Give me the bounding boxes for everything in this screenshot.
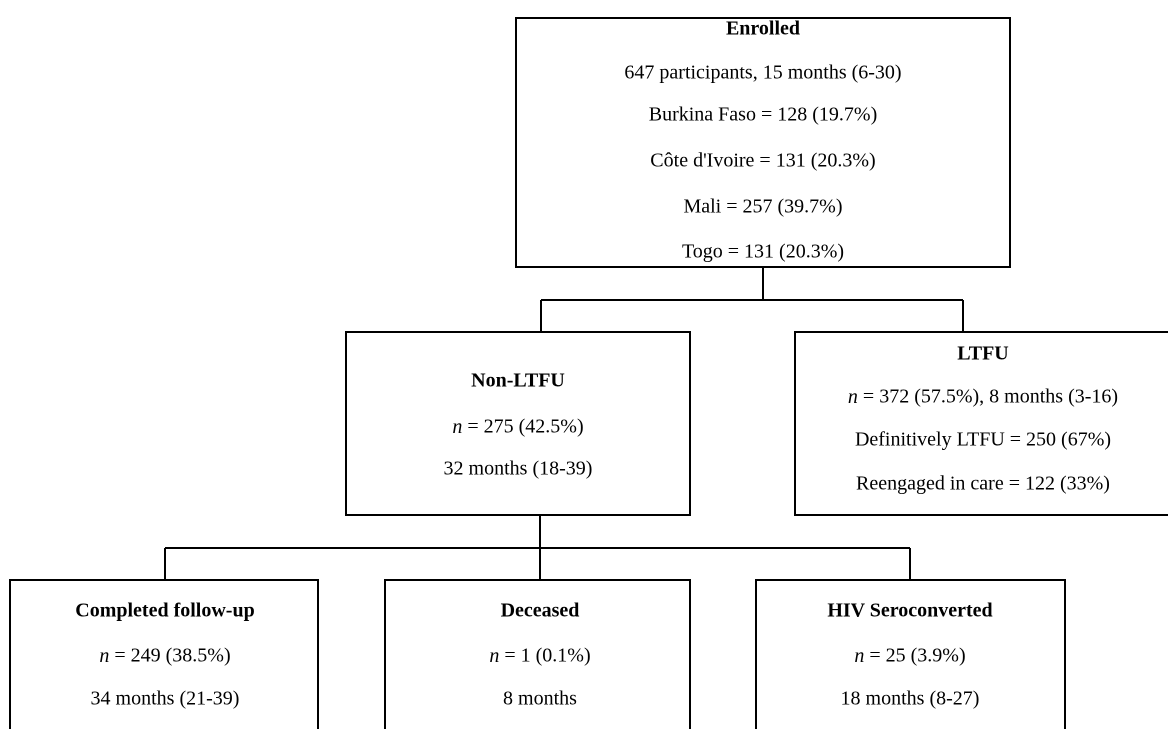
node-line: n = 372 (57.5%), 8 months (3-16) — [848, 386, 1118, 408]
node-title: Completed follow-up — [75, 600, 254, 622]
node-line: n = 249 (38.5%) — [99, 645, 230, 667]
node-line: n = 25 (3.9%) — [854, 645, 965, 667]
node-line: Mali = 257 (39.7%) — [683, 196, 842, 218]
node-line: Côte d'Ivoire = 131 (20.3%) — [650, 150, 875, 172]
node-line: n = 1 (0.1%) — [489, 645, 590, 667]
node-line: Reengaged in care = 122 (33%) — [856, 473, 1110, 495]
node-line: 18 months (8-27) — [841, 688, 980, 710]
node-title: HIV Seroconverted — [827, 600, 992, 622]
node-line: n = 275 (42.5%) — [452, 416, 583, 438]
node-line: Burkina Faso = 128 (19.7%) — [649, 104, 877, 126]
box-ltfu — [794, 331, 1168, 516]
node-line: 34 months (21-39) — [91, 688, 240, 710]
node-title: Enrolled — [726, 18, 800, 40]
box-hiv — [755, 579, 1066, 729]
node-title: Non-LTFU — [471, 370, 565, 392]
node-title: Deceased — [501, 600, 580, 622]
node-title: LTFU — [957, 343, 1009, 365]
node-line: Definitively LTFU = 250 (67%) — [855, 429, 1111, 451]
connector — [540, 267, 964, 332]
node-line: 32 months (18-39) — [444, 458, 593, 480]
connector — [164, 515, 911, 580]
box-completed — [9, 579, 319, 729]
node-line: 8 months — [503, 688, 577, 710]
node-line: Togo = 131 (20.3%) — [682, 241, 844, 263]
box-non-ltfu — [345, 331, 691, 516]
node-line: 647 participants, 15 months (6-30) — [624, 62, 901, 84]
box-enrolled — [515, 17, 1011, 268]
box-deceased — [384, 579, 691, 729]
